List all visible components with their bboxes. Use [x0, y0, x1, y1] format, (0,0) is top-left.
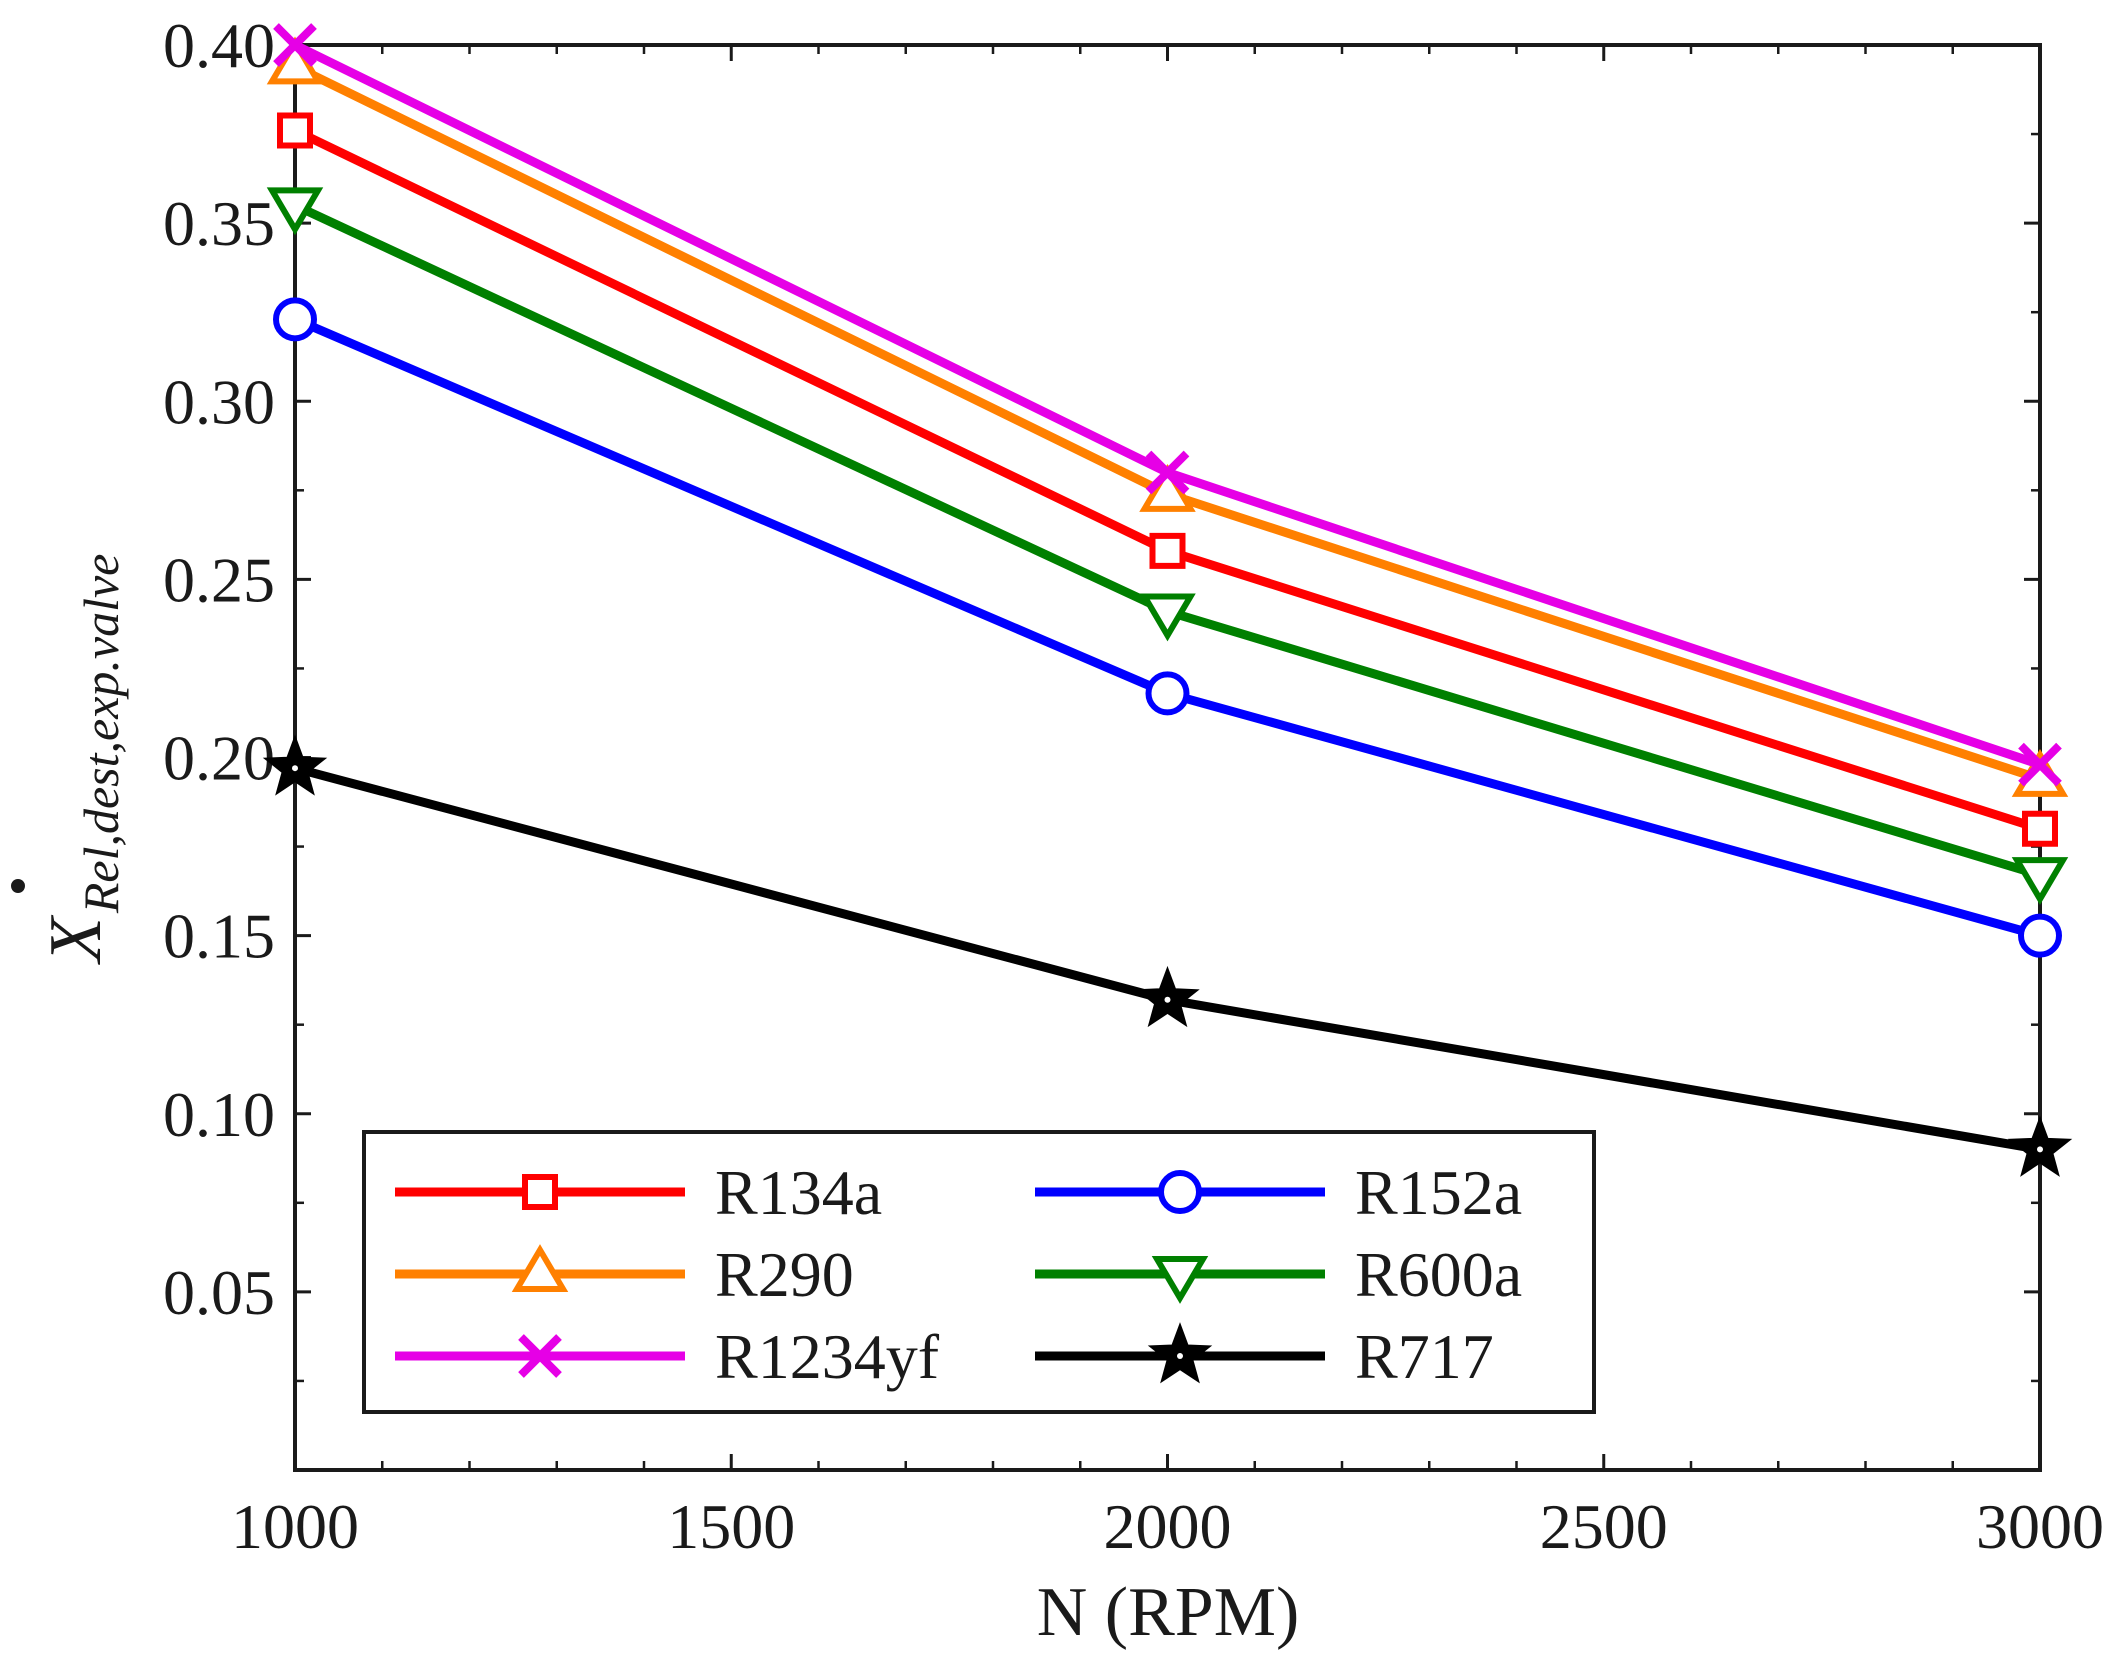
- legend-label-r290: R290: [715, 1239, 854, 1310]
- data-point-r134a: [277, 112, 313, 149]
- legend-item-r717: R717: [1035, 1321, 1494, 1392]
- legend-item-r134a: R134a: [395, 1157, 882, 1228]
- legend-item-r290: R290: [395, 1239, 854, 1310]
- series-r600a: [266, 187, 2069, 905]
- legend-label-r1234yf: R1234yf: [715, 1321, 940, 1392]
- legend-item-r152a: R152a: [1035, 1157, 1522, 1228]
- data-point-r152a: [273, 297, 317, 342]
- legend-marker-r290: [511, 1244, 569, 1292]
- data-point-r1234yf: [2018, 742, 2062, 787]
- series-r152a: [273, 297, 2062, 958]
- y-tick-label: 0.40: [163, 10, 275, 81]
- x-tick-label: 2000: [1104, 1491, 1232, 1562]
- legend: R134a R290 R1234yf R152a R600a R717: [362, 1130, 1596, 1414]
- legend-item-r600a: R600a: [1035, 1239, 1522, 1310]
- y-axis-title: X Rel,dest,exp.valve: [11, 554, 129, 966]
- series-r290: [266, 36, 2069, 797]
- data-point-r1234yf: [1145, 450, 1190, 495]
- series-r717: [262, 734, 2073, 1177]
- y-tick-label: 0.15: [163, 901, 275, 972]
- y-tick-label: 0.35: [163, 188, 275, 259]
- data-point-r600a: [2011, 857, 2069, 905]
- svg-text:X Rel,dest,exp.valve: X Rel,dest,exp.valve: [35, 554, 129, 966]
- y-axis-dot-accent: [11, 879, 25, 893]
- legend-label-r600a: R600a: [1355, 1239, 1522, 1310]
- data-point-r600a: [1139, 593, 1196, 642]
- y-axis-title-base: X: [35, 914, 117, 965]
- legend-label-r717: R717: [1355, 1321, 1494, 1392]
- legend-marker-r134a: [522, 1174, 558, 1210]
- y-tick-label: 0.10: [163, 1079, 275, 1150]
- data-point-r152a: [2018, 913, 2062, 958]
- legend-label-r152a: R152a: [1355, 1157, 1522, 1228]
- x-tick-label: 2500: [1540, 1491, 1668, 1562]
- data-point-r717-center: [2037, 1146, 2043, 1153]
- x-tick-label: 1500: [667, 1491, 795, 1562]
- legend-marker-r152a: [1158, 1170, 1202, 1214]
- data-point-r134a: [2022, 810, 2058, 847]
- series-r1234yf: [273, 23, 2062, 787]
- axis-tick-labels: 1000 1500 2000 2500 3000 0.05 0.10 0.15 0.20 0.25…: [163, 10, 2104, 1562]
- y-tick-label: 0.25: [163, 544, 275, 615]
- data-point-r717-center: [292, 765, 298, 772]
- y-axis-title-subscript: Rel,dest,exp.valve: [73, 554, 129, 915]
- legend-marker-r1234yf: [518, 1334, 562, 1378]
- x-tick-label: 3000: [1976, 1491, 2104, 1562]
- legend-marker-r600a: [1151, 1256, 1209, 1304]
- series-layer: [262, 23, 2073, 1177]
- series-r134a: [277, 112, 2058, 847]
- y-tick-label: 0.20: [163, 723, 275, 794]
- data-point-r717-center: [1164, 996, 1171, 1003]
- y-tick-label: 0.05: [163, 1257, 275, 1328]
- legend-item-r1234yf: R1234yf: [395, 1321, 940, 1392]
- y-tick-label: 0.30: [163, 366, 275, 437]
- legend-marker-r717-center: [1177, 1353, 1183, 1359]
- data-point-r134a: [1149, 532, 1186, 569]
- x-axis-title: N (RPM): [1037, 1574, 1300, 1651]
- data-point-r152a: [1145, 671, 1190, 716]
- x-tick-label: 1000: [231, 1491, 359, 1562]
- legend-label-r134a: R134a: [715, 1157, 882, 1228]
- data-point-r1234yf: [273, 23, 317, 67]
- data-point-r600a: [266, 187, 324, 236]
